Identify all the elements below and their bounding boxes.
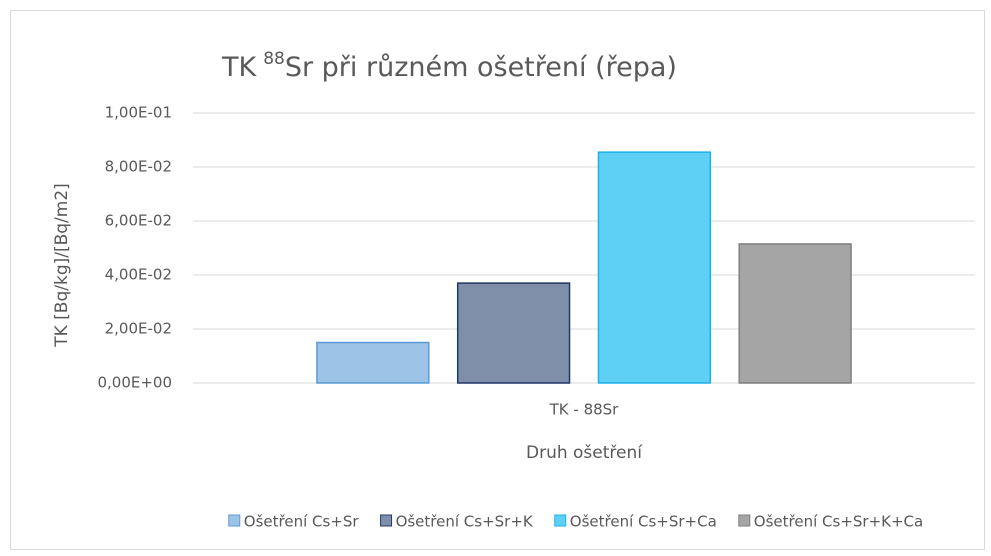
y-axis-label: TK [Bq/kg]/[Bq/m2] — [52, 183, 72, 348]
legend-label: Ošetření Cs+Sr+K+Ca — [754, 513, 923, 531]
legend-label: Ošetření Cs+Sr+K — [396, 513, 534, 531]
y-tick-label: 8,00E-02 — [105, 158, 172, 176]
legend-swatch — [380, 514, 393, 527]
y-tick-label: 0,00E+00 — [97, 374, 172, 392]
x-tick-label: TK - 88Sr — [549, 401, 620, 419]
legend-swatch — [738, 514, 751, 527]
y-tick-label: 2,00E-02 — [105, 320, 172, 338]
bar — [597, 151, 712, 384]
legend-swatch — [228, 514, 241, 527]
legend-label: Ošetření Cs+Sr — [244, 513, 360, 531]
chart-title: TK 88Sr při různém ošetření (řepa) — [221, 49, 677, 83]
bar — [456, 282, 571, 384]
bar — [316, 341, 430, 384]
bar — [738, 243, 852, 384]
x-axis-label: Druh ošetření — [526, 443, 643, 463]
y-tick-label: 4,00E-02 — [105, 266, 172, 284]
legend-swatch — [554, 514, 567, 527]
legend-label: Ošetření Cs+Sr+Ca — [570, 513, 717, 531]
y-tick-label: 6,00E-02 — [105, 212, 172, 230]
y-tick-label: 1,00E-01 — [105, 104, 172, 122]
